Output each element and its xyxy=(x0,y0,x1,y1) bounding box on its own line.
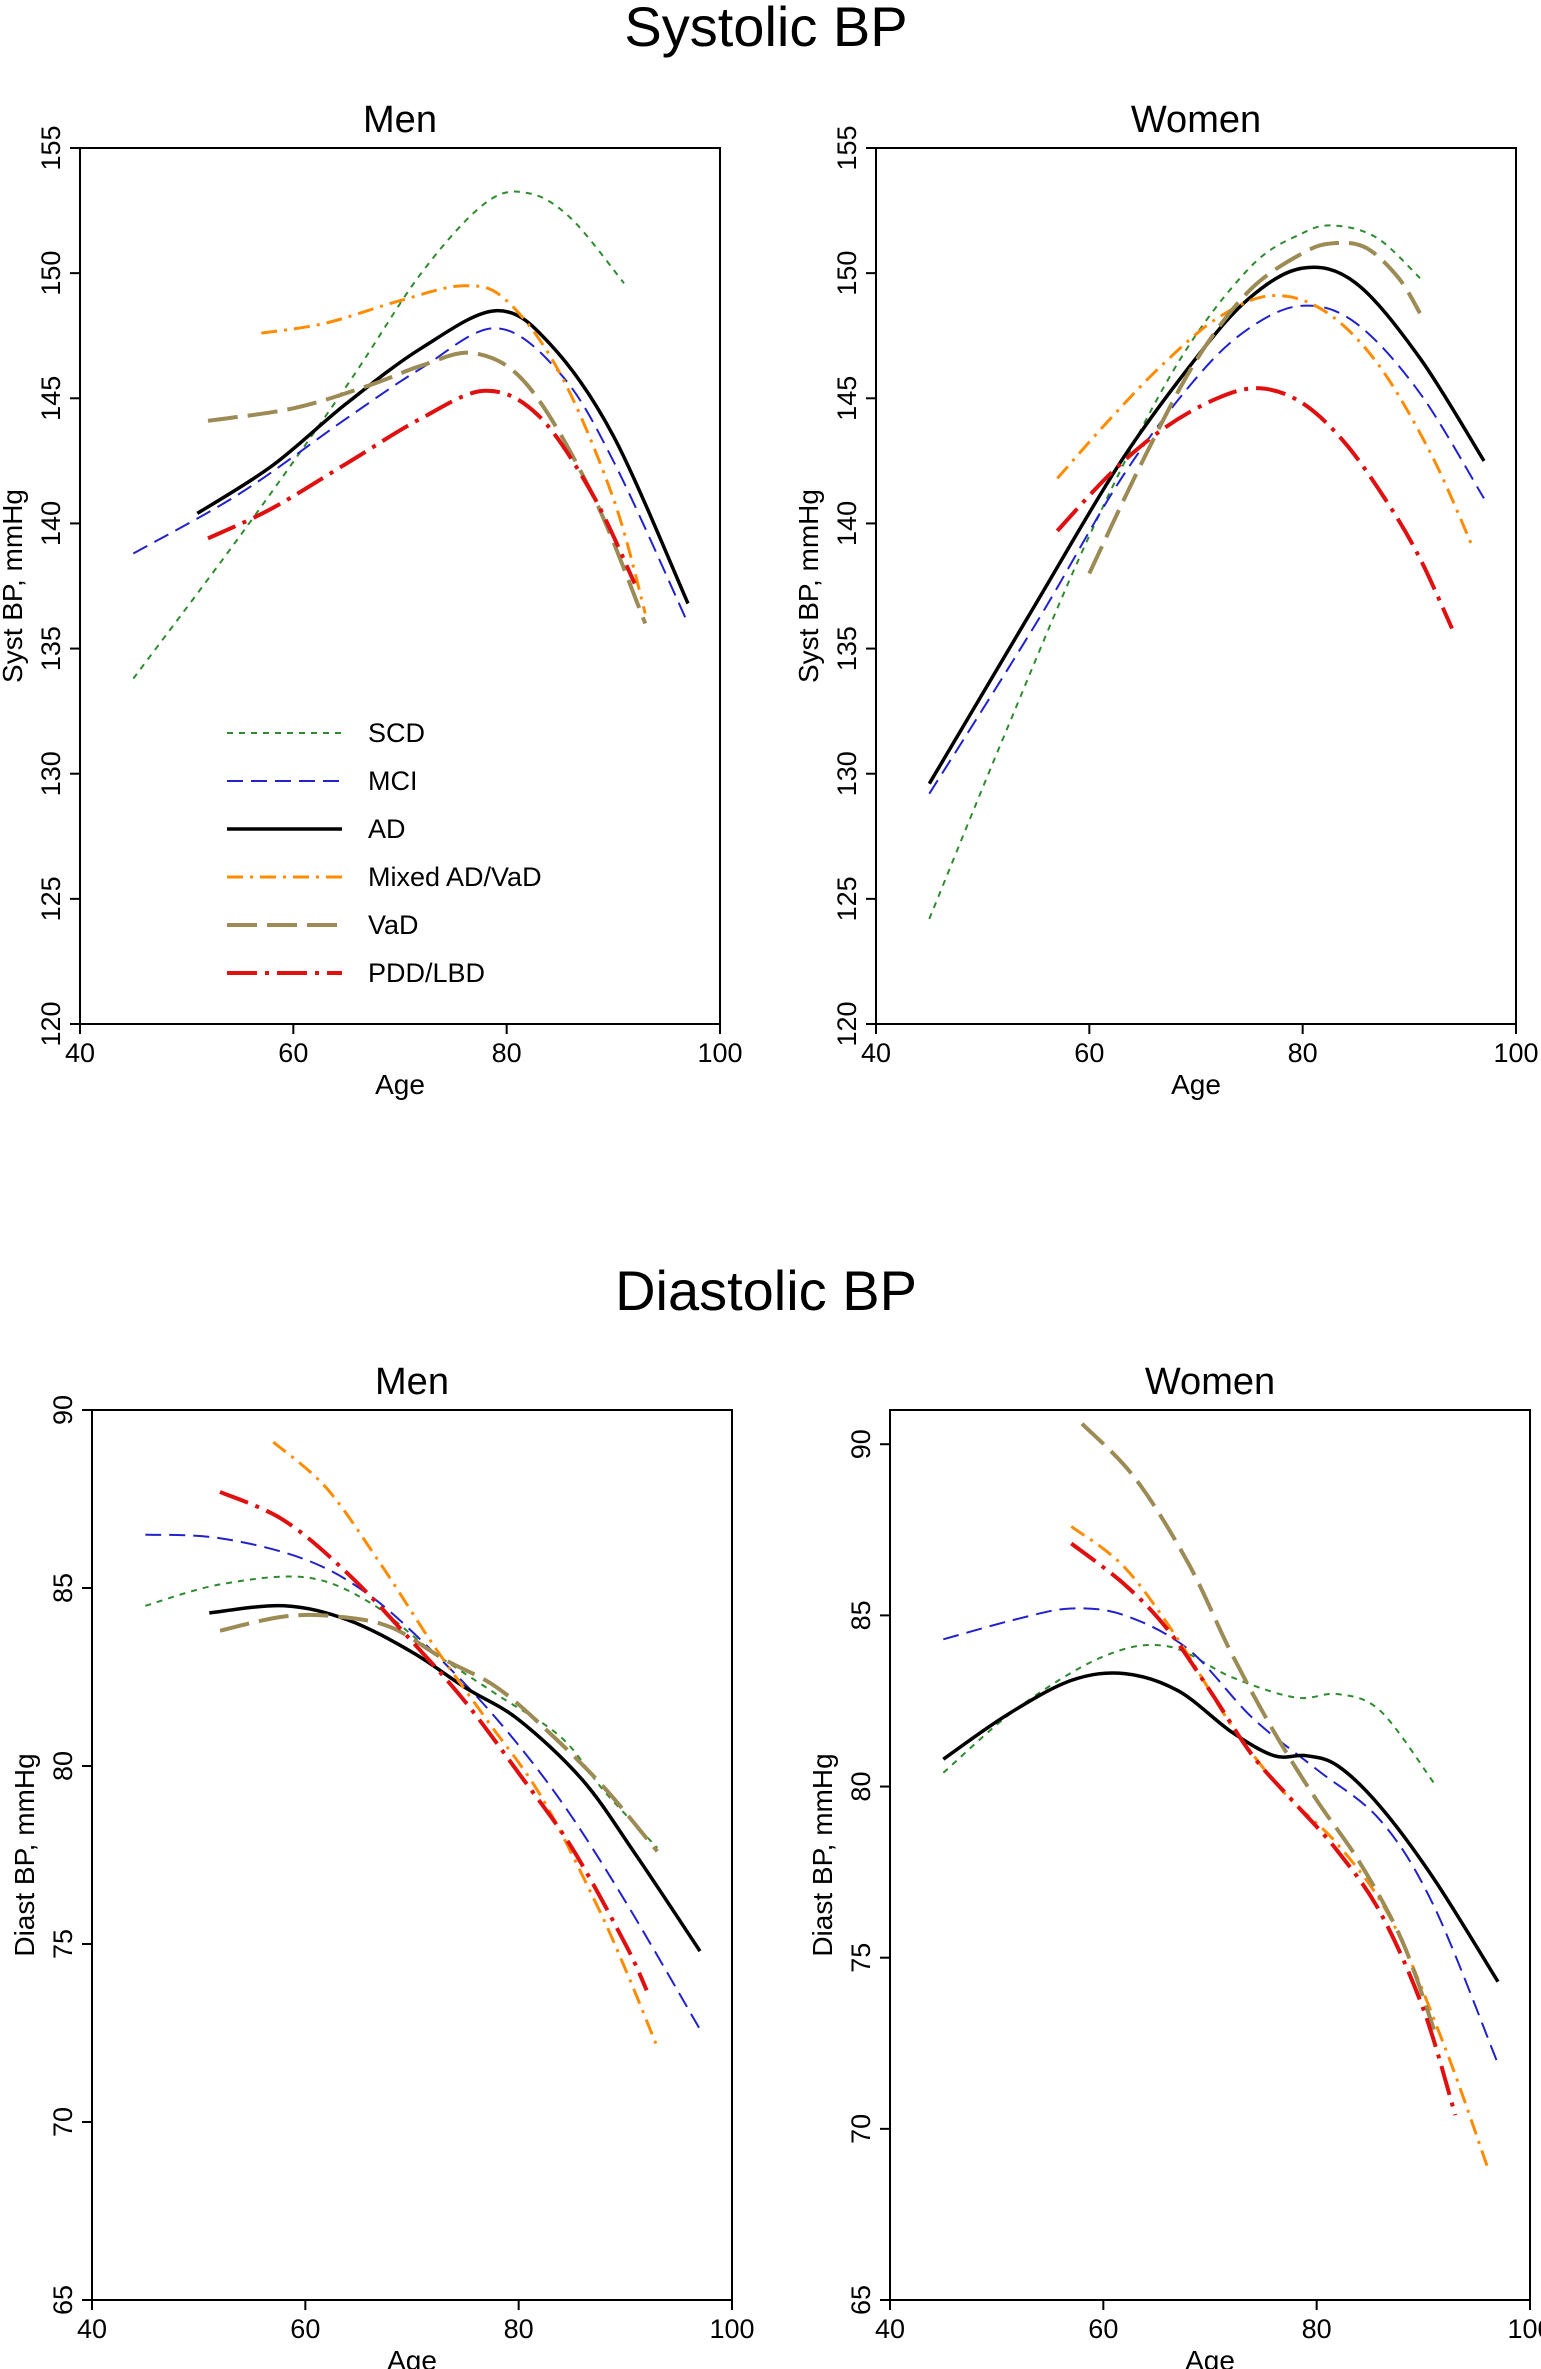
chart-panel-0: Men 40 60 80 100 120 125 130 135 140 145 150 155 Age S… xyxy=(0,99,743,1100)
series-line-pdd-lbd xyxy=(1055,386,1454,630)
x-tick-label: 40 xyxy=(77,2314,107,2344)
x-tick-label: 60 xyxy=(278,1038,308,1068)
x-tick-label: 40 xyxy=(65,1038,95,1068)
x-tick-label: 80 xyxy=(504,2314,534,2344)
series-line-ad xyxy=(942,1671,1500,1983)
x-tick-label: 60 xyxy=(290,2314,320,2344)
y-tick-label: 85 xyxy=(846,1600,876,1630)
plot-frame xyxy=(889,1409,1531,2301)
series-line-ad xyxy=(927,265,1486,785)
series-line-pdd-lbd xyxy=(1070,1541,1458,2116)
chart-panels: Men 40 60 80 100 120 125 130 135 140 145 150 155 Age S… xyxy=(0,99,1541,2369)
legend: SCD MCI AD Mixed AD/VaD VaD PDD/LBD xyxy=(227,718,542,988)
series-line-mci xyxy=(943,1607,1499,2065)
panel-title: Women xyxy=(1131,99,1261,141)
y-axis-label: Diast BP, mmHg xyxy=(807,1753,838,1956)
y-tick-label: 120 xyxy=(832,1001,862,1046)
legend-label: VaD xyxy=(368,910,419,940)
y-tick-label: 90 xyxy=(48,1395,78,1425)
x-axis-label: Age xyxy=(375,1069,425,1100)
legend-label: SCD xyxy=(368,718,425,748)
y-tick-label: 75 xyxy=(48,1929,78,1959)
x-tick-label: 40 xyxy=(875,2314,905,2344)
y-tick-label: 70 xyxy=(48,2107,78,2137)
x-tick-label: 80 xyxy=(1288,1038,1318,1068)
series-line-mci xyxy=(928,304,1485,795)
series-line-scd xyxy=(145,1575,659,1849)
x-tick-label: 60 xyxy=(1074,1038,1104,1068)
series-line-scd xyxy=(942,1643,1435,1784)
plot-frame xyxy=(875,147,1517,1025)
legend-label: Mixed AD/VaD xyxy=(368,862,542,892)
y-axis-label: Syst BP, mmHg xyxy=(793,489,824,683)
series-line-vad xyxy=(1087,240,1422,575)
series-line-pdd-lbd xyxy=(219,1490,649,1992)
y-tick-label: 130 xyxy=(36,751,66,796)
x-tick-label: 80 xyxy=(492,1038,522,1068)
x-axis-label: Age xyxy=(1185,2345,1235,2369)
x-tick-label: 40 xyxy=(861,1038,891,1068)
x-tick-label: 100 xyxy=(697,1038,742,1068)
panel-title: Women xyxy=(1145,1361,1275,1403)
y-tick-label: 150 xyxy=(832,251,862,296)
series-line-vad xyxy=(1080,1422,1436,2031)
y-tick-label: 145 xyxy=(832,376,862,421)
y-tick-label: 155 xyxy=(832,125,862,170)
x-tick-label: 100 xyxy=(709,2314,754,2344)
y-tick-label: 125 xyxy=(832,876,862,921)
diastolic-section-title: Diastolic BP xyxy=(615,1259,917,1322)
y-tick-label: 70 xyxy=(846,2114,876,2144)
series-line-vad xyxy=(207,350,648,625)
y-tick-label: 135 xyxy=(36,626,66,671)
y-tick-label: 80 xyxy=(48,1751,78,1781)
series-line-mixed-ad-vad xyxy=(261,284,647,614)
x-tick-label: 60 xyxy=(1088,2314,1118,2344)
series-line-vad xyxy=(219,1612,659,1853)
y-axis-label: Diast BP, mmHg xyxy=(9,1753,40,1956)
y-tick-label: 130 xyxy=(832,751,862,796)
x-axis-label: Age xyxy=(387,2345,437,2369)
panel-title: Men xyxy=(375,1361,449,1403)
y-axis-label: Syst BP, mmHg xyxy=(0,489,28,683)
chart-panel-1: Women 40 60 80 100 120 125 130 135 140 145 150 155 Ag… xyxy=(793,99,1539,1100)
y-tick-label: 90 xyxy=(846,1429,876,1459)
series-line-mixed-ad-vad xyxy=(272,1440,659,2048)
series-line-mci xyxy=(132,327,689,624)
y-tick-label: 85 xyxy=(48,1573,78,1603)
series-line-ad xyxy=(196,308,690,605)
x-tick-label: 100 xyxy=(1493,1038,1538,1068)
y-tick-label: 80 xyxy=(846,1772,876,1802)
chart-panel-2: Men 40 60 80 100 65 70 75 80 85 90 Age Diast BP, mmH… xyxy=(9,1361,755,2369)
plot-frame xyxy=(91,1409,733,2301)
legend-label: PDD/LBD xyxy=(368,958,485,988)
x-tick-label: 80 xyxy=(1302,2314,1332,2344)
y-tick-label: 140 xyxy=(832,501,862,546)
y-tick-label: 150 xyxy=(36,251,66,296)
y-tick-label: 135 xyxy=(832,626,862,671)
chart-panel-3: Women 40 60 80 100 65 70 75 80 85 90 Age Diast BP, m… xyxy=(807,1361,1541,2369)
series-line-scd xyxy=(928,224,1421,920)
x-axis-label: Age xyxy=(1171,1069,1221,1100)
y-tick-label: 125 xyxy=(36,876,66,921)
systolic-section-title: Systolic BP xyxy=(624,0,907,58)
y-tick-label: 120 xyxy=(36,1001,66,1046)
series-line-pdd-lbd xyxy=(207,388,637,585)
series-line-mixed-ad-vad xyxy=(1070,1525,1489,2168)
y-tick-label: 65 xyxy=(48,2285,78,2315)
x-tick-label: 100 xyxy=(1507,2314,1541,2344)
y-tick-label: 75 xyxy=(846,1943,876,1973)
y-tick-label: 155 xyxy=(36,125,66,170)
y-tick-label: 65 xyxy=(846,2285,876,2315)
series-line-ad xyxy=(209,1603,702,1953)
legend-label: MCI xyxy=(368,766,418,796)
y-tick-label: 145 xyxy=(36,376,66,421)
y-tick-label: 140 xyxy=(36,501,66,546)
series-line-mixed-ad-vad xyxy=(1056,294,1475,550)
legend-label: AD xyxy=(368,814,406,844)
series-line-scd xyxy=(132,190,625,680)
plot-frame xyxy=(79,147,721,1025)
panel-title: Men xyxy=(363,99,437,141)
